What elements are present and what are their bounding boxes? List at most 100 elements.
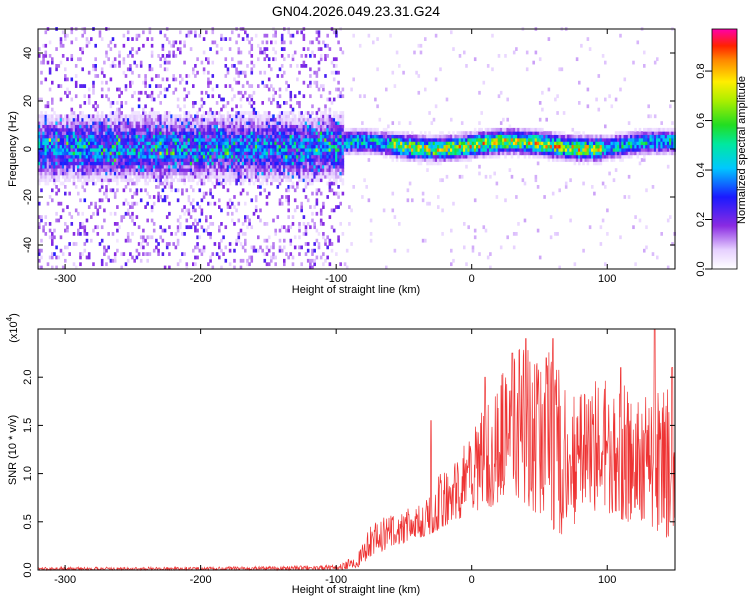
spectrogram-cell bbox=[90, 134, 93, 139]
spectrogram-cell bbox=[257, 174, 260, 179]
spectrogram-cell bbox=[111, 148, 115, 152]
spectrogram-cell bbox=[131, 215, 134, 219]
spectrogram-cell bbox=[135, 148, 139, 152]
spectrogram-cell bbox=[235, 242, 238, 246]
spectrogram-cell bbox=[352, 144, 355, 149]
spectrogram-cell bbox=[198, 178, 202, 183]
spectrogram-cell bbox=[280, 144, 284, 149]
spectrogram-cell bbox=[469, 141, 473, 146]
spectrogram-cell bbox=[124, 141, 128, 146]
spectrogram-cell bbox=[68, 178, 71, 183]
spectrogram-cell bbox=[432, 134, 436, 139]
spectrogram-cell bbox=[324, 43, 327, 48]
spectrogram-cell bbox=[411, 141, 414, 146]
spectrogram-cell bbox=[393, 131, 397, 135]
spectrogram-cell bbox=[231, 114, 234, 119]
spectrogram-cell bbox=[92, 124, 95, 129]
spectrogram-cell bbox=[165, 215, 169, 219]
spectrogram-cell bbox=[66, 174, 69, 179]
spectrogram-cell bbox=[103, 151, 106, 156]
spectrogram-cell bbox=[38, 134, 41, 139]
spectrogram-cell bbox=[315, 80, 319, 85]
spectrogram-cell bbox=[176, 242, 180, 246]
spectrogram-cell bbox=[218, 121, 221, 125]
spectrogram-cell bbox=[59, 117, 63, 122]
spectrogram-cell bbox=[152, 121, 156, 125]
spectrogram-cell bbox=[139, 148, 143, 152]
spectrogram-cell bbox=[70, 30, 74, 35]
spectrogram-cell bbox=[265, 164, 269, 169]
spectrogram-cell bbox=[224, 164, 228, 169]
spectrogram-cell bbox=[161, 252, 165, 256]
spectrogram-cell bbox=[467, 158, 470, 162]
spectrogram-cell bbox=[326, 54, 329, 58]
spectrogram-cell bbox=[74, 74, 78, 78]
spectrogram-cell bbox=[137, 148, 141, 152]
spectrogram-cell bbox=[471, 248, 475, 253]
spectrogram-cell bbox=[194, 127, 197, 132]
spectrogram-cell bbox=[450, 30, 453, 35]
spectrogram-cell bbox=[265, 178, 269, 183]
spectrogram-cell bbox=[291, 57, 295, 62]
spectrogram-cell bbox=[187, 111, 191, 115]
spectrogram-cell bbox=[48, 168, 52, 172]
spectrogram-cell bbox=[306, 161, 310, 166]
spectrogram-cell bbox=[317, 40, 321, 45]
spectrogram-cell bbox=[369, 134, 373, 139]
spectrogram-cell bbox=[70, 161, 74, 166]
spectrogram-cell bbox=[287, 228, 290, 233]
spectrogram-cell bbox=[311, 191, 314, 196]
spectrogram-cell bbox=[300, 262, 303, 267]
spectrogram-cell bbox=[126, 178, 130, 183]
spectrogram-cell bbox=[83, 178, 87, 183]
spectrogram-cell bbox=[376, 151, 379, 156]
spectrogram-cell bbox=[144, 188, 147, 193]
spectrogram-cell bbox=[267, 138, 271, 142]
spectrogram-cell bbox=[337, 121, 340, 125]
spectrogram-cell bbox=[211, 87, 215, 92]
spectrogram-cell bbox=[107, 57, 110, 62]
spectrogram-cell bbox=[324, 74, 327, 78]
spectrogram-cell bbox=[447, 148, 451, 152]
spectrogram-cell bbox=[267, 174, 271, 179]
spectrogram-cell bbox=[332, 57, 336, 62]
spectrogram-cell bbox=[319, 134, 323, 139]
spectrogram-cell bbox=[126, 232, 130, 236]
spectrogram-cell bbox=[278, 228, 282, 233]
spectrogram-cell bbox=[66, 225, 69, 230]
spectrogram-cell bbox=[326, 195, 329, 199]
spectrogram-cell bbox=[363, 141, 366, 146]
spectrogram-cell bbox=[124, 114, 128, 119]
spectrogram-cell bbox=[144, 238, 147, 243]
spectrogram-cell bbox=[70, 138, 74, 142]
spectrogram-cell bbox=[278, 138, 282, 142]
spectrogram-cell bbox=[417, 154, 421, 159]
spectrogram-cell bbox=[207, 151, 210, 156]
spectrogram-cell bbox=[107, 117, 110, 122]
spectrogram-cell bbox=[202, 164, 206, 169]
spectrogram-cell bbox=[445, 151, 449, 156]
spectrogram-cell bbox=[72, 232, 76, 236]
spectrogram-cell bbox=[159, 158, 162, 162]
spectrogram-cell bbox=[218, 134, 221, 139]
spectrogram-cell bbox=[209, 158, 212, 162]
spectrogram-cell bbox=[309, 148, 312, 152]
spectrogram-cell bbox=[70, 141, 74, 146]
spectrogram-cell bbox=[280, 138, 284, 142]
spectrogram-cell bbox=[313, 117, 316, 122]
spectrogram-cell bbox=[107, 181, 110, 186]
spectrogram-cell bbox=[328, 141, 332, 146]
spectrogram-cell bbox=[133, 121, 136, 125]
spectrogram-cell bbox=[439, 148, 442, 152]
spectrogram-cell bbox=[302, 232, 306, 236]
spectrogram-cell bbox=[98, 161, 102, 166]
spectrogram-cell bbox=[478, 141, 481, 146]
spectrogram-cell bbox=[263, 33, 267, 38]
spectrogram-cell bbox=[460, 134, 464, 139]
spectrogram-cell bbox=[113, 161, 117, 166]
spectrogram-cell bbox=[152, 174, 156, 179]
spectrogram-cell bbox=[111, 117, 115, 122]
spectrogram-cell bbox=[285, 101, 288, 105]
spectrogram-cell bbox=[493, 131, 496, 135]
spectrogram-cell bbox=[339, 171, 342, 176]
